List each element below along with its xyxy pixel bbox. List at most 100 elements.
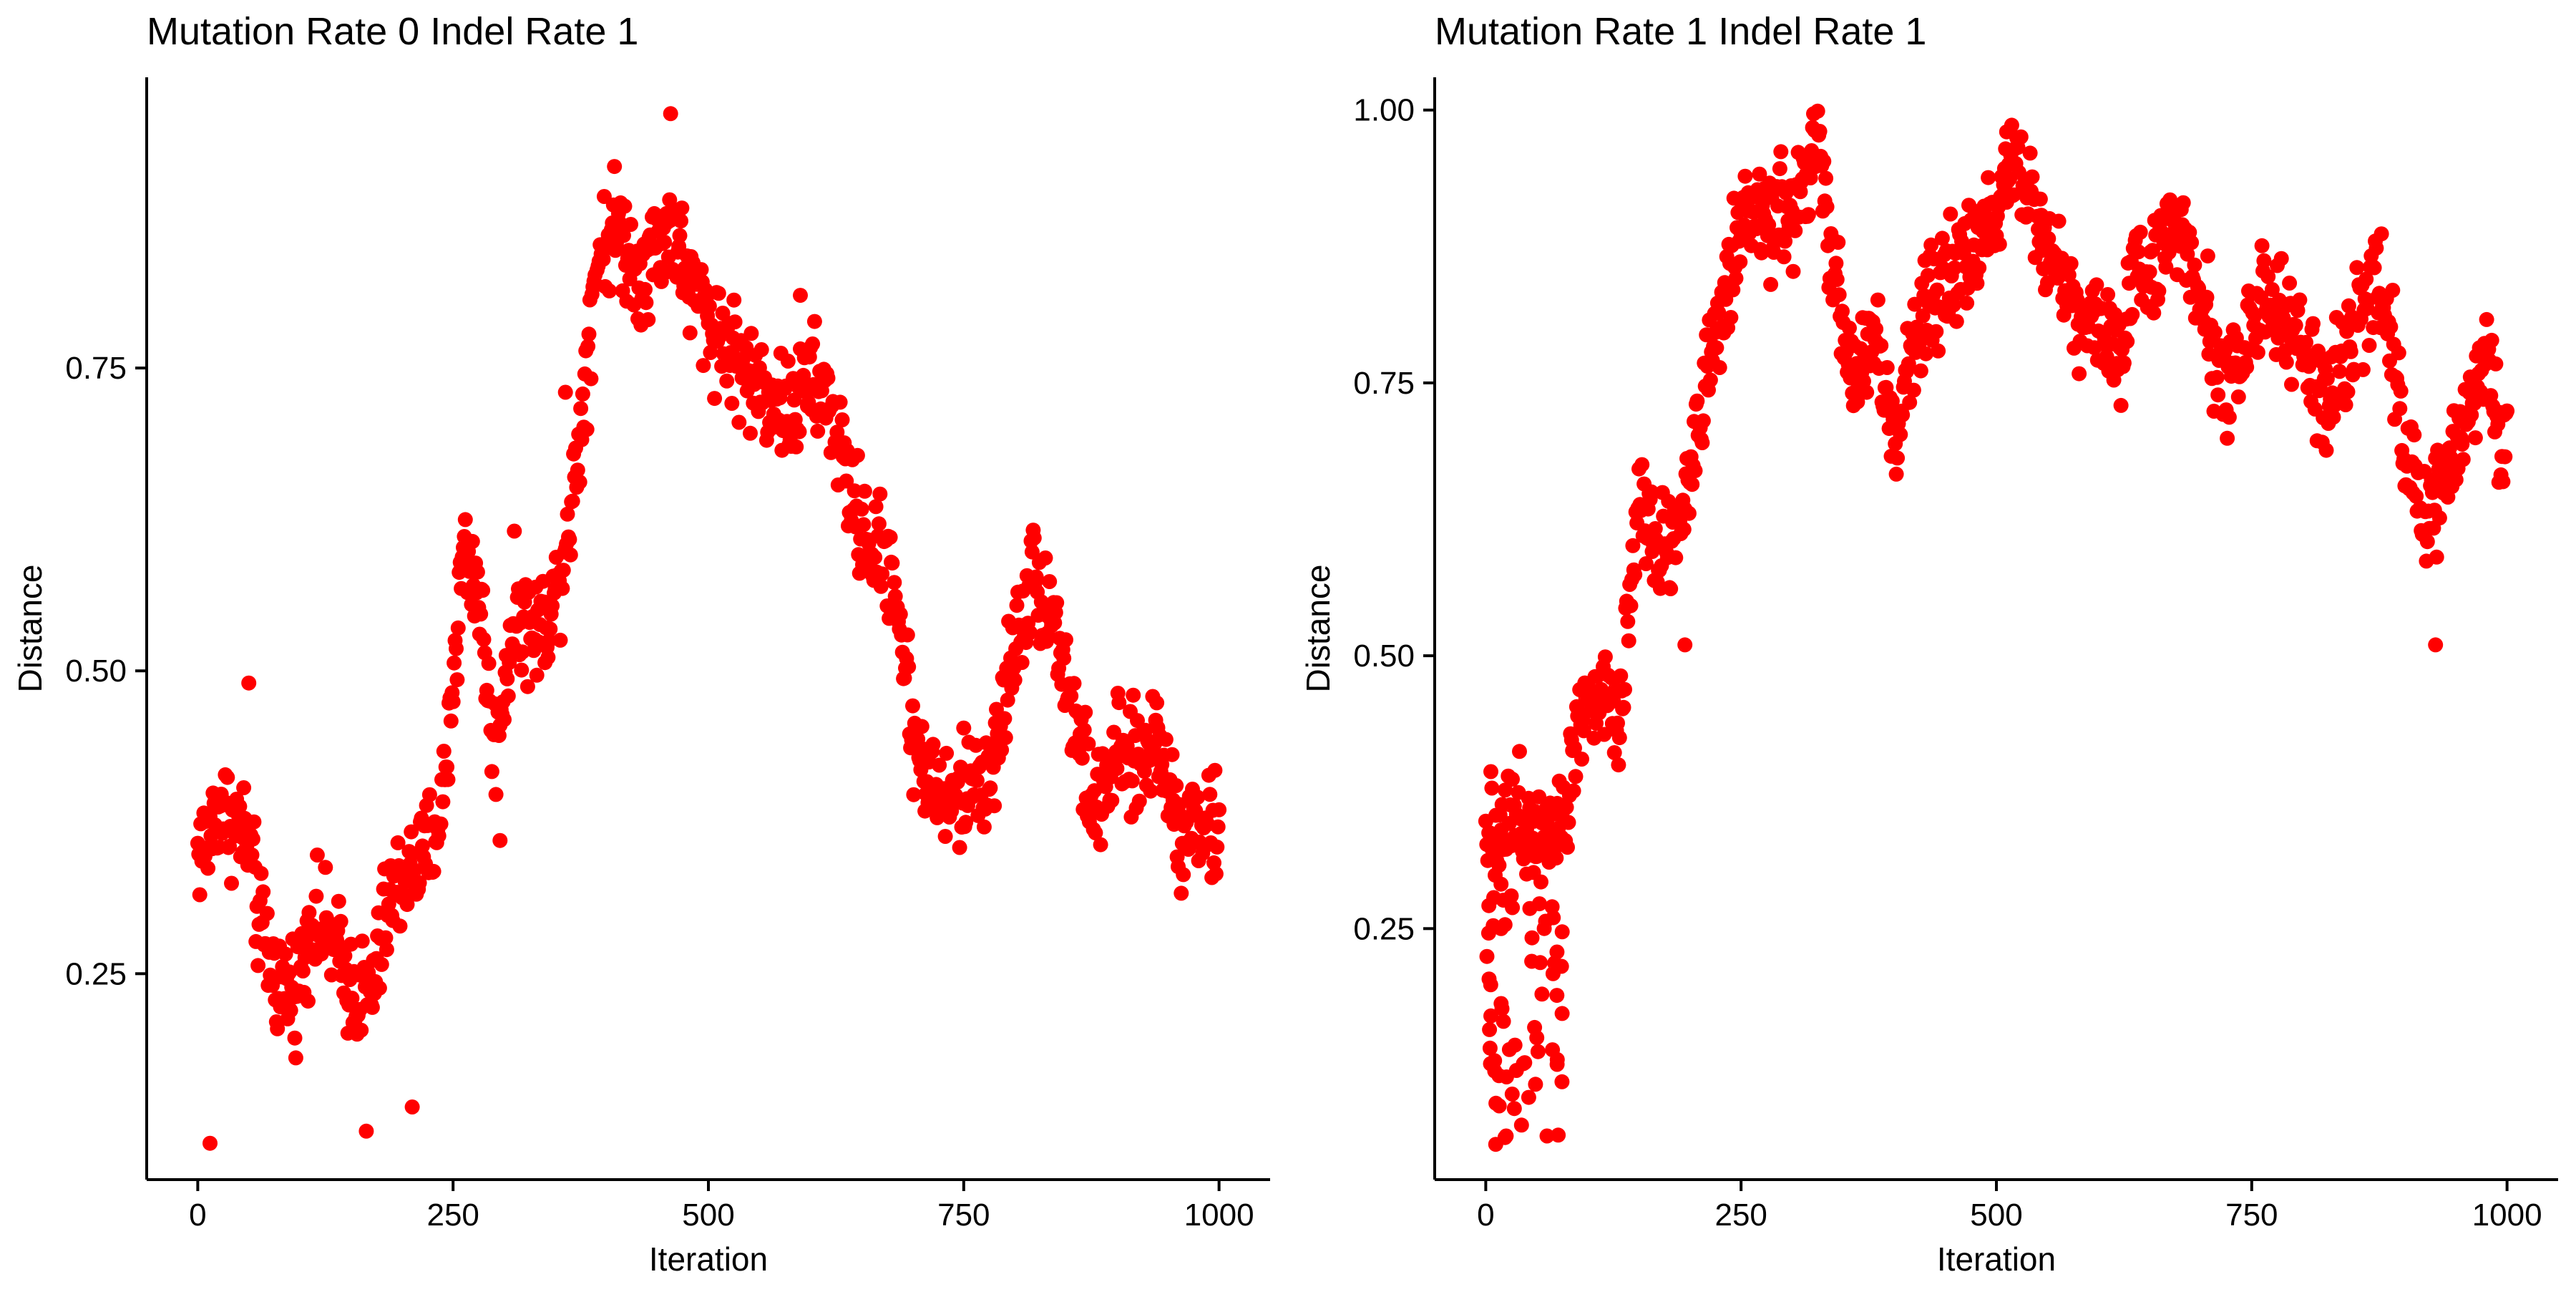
data-point	[868, 499, 884, 515]
data-point	[1531, 896, 1547, 912]
data-point	[1906, 382, 1921, 398]
data-point	[1209, 839, 1225, 855]
data-point	[1076, 722, 1092, 738]
data-point	[1915, 308, 1931, 324]
data-point	[541, 633, 557, 649]
data-point	[1505, 772, 1520, 787]
data-point	[1566, 783, 1581, 799]
data-point	[1483, 764, 1498, 779]
data-point	[1709, 340, 1724, 356]
x-tick-label: 250	[1714, 1198, 1767, 1233]
data-point	[2087, 340, 2102, 356]
data-point	[313, 946, 329, 962]
data-point	[617, 198, 633, 214]
data-point	[1902, 394, 1918, 410]
data-point	[1058, 632, 1073, 648]
data-point	[1890, 450, 1906, 466]
data-point	[1923, 237, 1939, 253]
data-point	[2199, 289, 2215, 305]
data-point	[1534, 986, 1550, 1002]
data-point	[780, 354, 796, 369]
data-point	[445, 694, 461, 709]
data-point	[245, 831, 260, 847]
data-point	[447, 655, 462, 671]
data-point	[2368, 241, 2384, 256]
data-point	[1901, 356, 1916, 371]
data-point	[301, 994, 316, 1009]
data-point	[2343, 344, 2358, 359]
x-tick-label: 1000	[1184, 1198, 1254, 1233]
data-point	[2187, 257, 2202, 273]
data-point	[987, 798, 1002, 814]
data-point	[1093, 837, 1108, 853]
data-point	[2406, 427, 2422, 443]
data-point	[404, 824, 419, 840]
data-point	[1617, 681, 1632, 697]
data-point	[1728, 271, 1744, 286]
data-point	[449, 672, 465, 688]
y-tick-label: 0.75	[65, 351, 127, 386]
data-point	[1493, 921, 1509, 936]
data-point	[1948, 314, 1964, 329]
x-axis-title: Iteration	[649, 1240, 768, 1278]
data-point	[473, 606, 489, 622]
y-tick-label: 0.50	[65, 654, 127, 689]
data-point	[288, 1050, 303, 1066]
data-point	[1528, 1077, 1543, 1092]
data-point	[1131, 793, 1147, 809]
data-point	[726, 292, 742, 308]
data-point	[1711, 305, 1727, 321]
data-point	[1928, 324, 1944, 339]
data-point	[1489, 853, 1505, 868]
data-point	[2495, 474, 2511, 490]
data-point	[1752, 166, 1767, 182]
data-point	[1712, 360, 1727, 375]
data-point	[200, 860, 216, 876]
data-point	[439, 759, 455, 775]
data-point	[982, 780, 998, 796]
data-point	[1501, 1041, 1517, 1057]
data-point	[1109, 761, 1125, 777]
data-point	[492, 832, 508, 848]
data-point	[2113, 397, 2129, 413]
data-point	[507, 523, 522, 539]
data-point	[994, 742, 1010, 758]
data-point	[371, 980, 387, 996]
data-point	[1610, 715, 1625, 731]
data-point	[1561, 815, 1576, 830]
y-tick-label: 0.25	[65, 956, 127, 991]
data-point	[542, 621, 558, 637]
data-point	[192, 887, 208, 903]
data-point	[1549, 944, 1565, 960]
data-point	[2455, 452, 2471, 467]
data-point	[805, 336, 821, 351]
data-point	[500, 688, 516, 704]
data-point	[1545, 966, 1561, 981]
data-point	[743, 425, 758, 441]
data-point	[1560, 840, 1575, 855]
data-point	[1558, 800, 1574, 815]
data-point	[1895, 407, 1911, 423]
data-point	[1810, 124, 1825, 140]
data-point	[404, 1099, 420, 1114]
data-point	[1164, 747, 1180, 762]
data-point	[203, 1135, 218, 1151]
data-point	[1695, 413, 1711, 429]
data-point	[932, 757, 947, 773]
data-point	[1524, 953, 1540, 969]
data-point	[698, 282, 713, 298]
data-point	[426, 863, 441, 879]
data-point	[2318, 442, 2334, 458]
data-point	[956, 720, 972, 736]
data-point	[2385, 283, 2401, 298]
y-tick-label: 1.00	[1353, 93, 1415, 128]
data-point	[703, 345, 718, 360]
data-point	[1819, 199, 1835, 215]
data-point	[414, 838, 430, 854]
data-point	[2022, 145, 2038, 161]
data-point	[435, 794, 451, 810]
data-point	[282, 964, 298, 980]
data-point	[786, 392, 802, 408]
data-point	[1568, 769, 1584, 785]
